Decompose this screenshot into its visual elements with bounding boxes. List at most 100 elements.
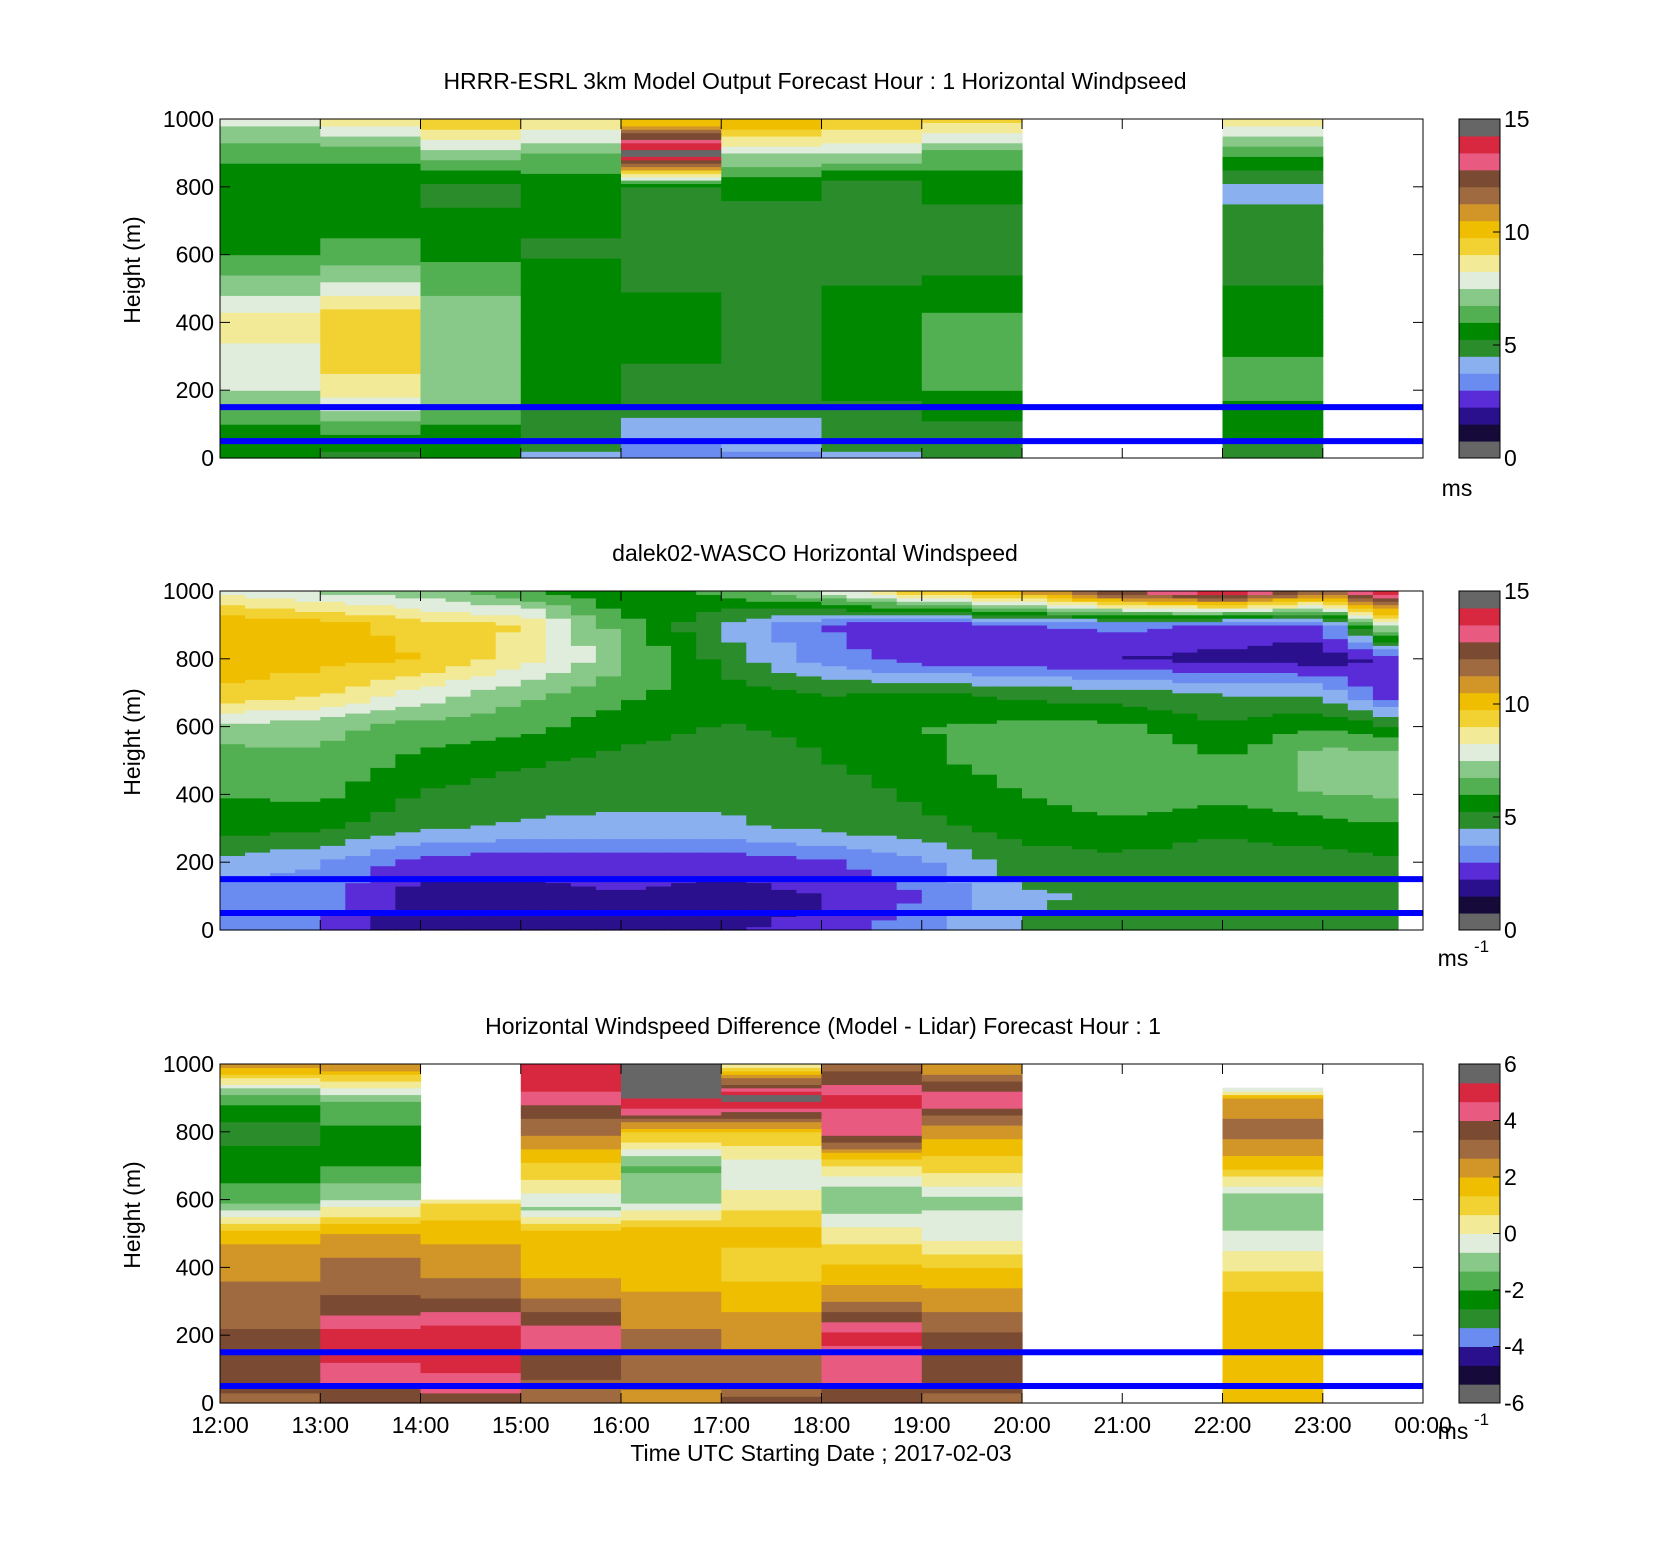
heatmap-cell (821, 359, 923, 364)
heatmap-cell (295, 852, 321, 856)
heatmap-cell (1122, 892, 1148, 897)
heatmap-cell (1072, 702, 1098, 707)
heatmap-cell (896, 631, 923, 636)
heatmap-cell (621, 838, 647, 843)
heatmap-cell (570, 923, 597, 928)
heatmap-cell (1047, 652, 1073, 656)
heatmap-cell (1022, 767, 1048, 772)
heatmap-cell (846, 848, 873, 853)
heatmap-cell (245, 699, 271, 704)
heatmap-cell (821, 234, 923, 239)
heatmap-cell (796, 638, 823, 643)
heatmap-cell (996, 835, 1023, 840)
heatmap-cell (871, 784, 898, 789)
heatmap-cell (470, 767, 497, 772)
heatmap-cell (971, 852, 998, 856)
heatmap-cell (621, 427, 722, 432)
heatmap-cell (646, 655, 672, 660)
heatmap-cell (1047, 787, 1073, 792)
heatmap-cell (595, 902, 622, 907)
heatmap-cell (420, 885, 447, 890)
heatmap-cell (520, 332, 622, 337)
heatmap-cell (971, 872, 998, 877)
heatmap-cell (946, 787, 973, 792)
heatmap-cell (921, 322, 1023, 327)
heatmap-cell (646, 763, 672, 768)
heatmap-cell (871, 624, 898, 629)
heatmap-cell (320, 268, 422, 273)
heatmap-cell (971, 845, 998, 850)
heatmap-cell (220, 889, 246, 894)
heatmap-cell (345, 736, 371, 741)
heatmap-cell (896, 648, 923, 653)
heatmap-cell (220, 777, 246, 782)
heatmap-cell (721, 386, 823, 391)
heatmap-cell (871, 689, 898, 694)
heatmap-cell (921, 814, 948, 819)
heatmap-cell (1172, 899, 1199, 904)
heatmap-cell (595, 757, 622, 762)
heatmap-cell (1222, 193, 1324, 198)
heatmap-cell (520, 393, 622, 398)
heatmap-cell (320, 916, 346, 921)
heatmap-cell (245, 770, 271, 775)
heatmap-cell (320, 366, 422, 371)
heatmap-cell (270, 706, 296, 711)
heatmap-cell (1122, 838, 1148, 843)
heatmap-cell (520, 784, 547, 789)
heatmap-cell (1097, 682, 1123, 687)
heatmap-cell (520, 885, 547, 890)
heatmap-cell (370, 591, 397, 595)
heatmap-cell (696, 787, 722, 792)
heatmap-cell (871, 763, 898, 768)
heatmap-cell (370, 750, 397, 755)
heatmap-cell (696, 831, 722, 836)
heatmap-cell (846, 706, 873, 711)
heatmap-cell (1147, 675, 1173, 680)
heatmap-cell (721, 274, 823, 279)
heatmap-cell (1097, 730, 1123, 734)
heatmap-cell (520, 675, 547, 680)
heatmap-cell (370, 869, 397, 873)
heatmap-cell (946, 608, 973, 612)
heatmap-cell (345, 845, 371, 850)
heatmap-cell (320, 220, 422, 225)
heatmap-cell (746, 675, 772, 680)
heatmap-cell (946, 753, 973, 758)
heatmap-cell (420, 780, 447, 785)
heatmap-cell (721, 169, 823, 174)
heatmap-cell (1022, 889, 1048, 894)
heatmap-cell (771, 628, 798, 633)
heatmap-cell (696, 794, 722, 799)
heatmap-cell (1047, 716, 1073, 721)
heatmap-cell (270, 645, 296, 650)
heatmap-cell (1072, 757, 1098, 762)
heatmap-cell (1222, 373, 1324, 378)
heatmap-cell (1222, 224, 1324, 229)
heatmap-cell (545, 709, 572, 714)
heatmap-cell (570, 865, 597, 870)
heatmap-cell (420, 652, 447, 656)
heatmap-cell (671, 628, 697, 633)
heatmap-cell (921, 352, 1023, 357)
heatmap-cell (721, 237, 823, 242)
heatmap-cell (621, 902, 647, 907)
heatmap-cell (295, 614, 321, 619)
heatmap-cell (1097, 791, 1123, 795)
heatmap-cell (1022, 645, 1048, 650)
heatmap-cell (295, 882, 321, 887)
heatmap-cell (570, 777, 597, 782)
heatmap-cell (445, 896, 472, 901)
heatmap-cell (245, 709, 271, 714)
heatmap-cell (520, 193, 622, 198)
heatmap-cell (721, 220, 823, 225)
heatmap-cell (621, 794, 647, 799)
heatmap-cell (721, 166, 823, 171)
heatmap-cell (796, 791, 823, 795)
heatmap-cell (570, 689, 597, 694)
heatmap-cell (821, 207, 923, 212)
heatmap-cell (721, 261, 823, 266)
heatmap-cell (520, 227, 622, 232)
heatmap-cell (445, 818, 472, 823)
heatmap-cell (1172, 645, 1199, 650)
